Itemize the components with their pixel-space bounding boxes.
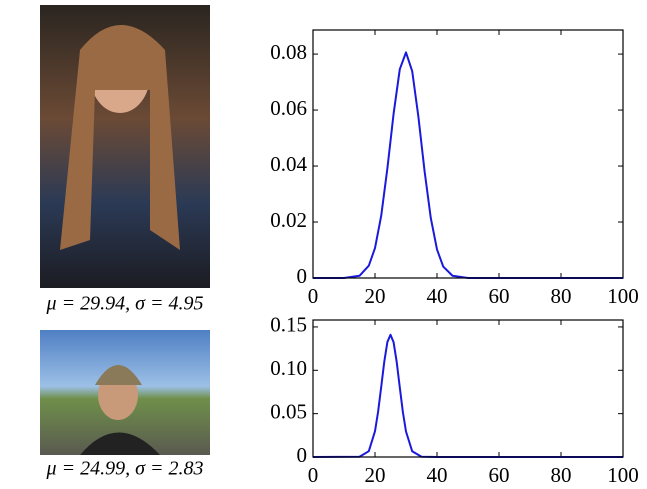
y-tick-label: 0.06 (270, 96, 307, 120)
plot-frame (312, 29, 624, 279)
x-tick-label: 40 (427, 284, 448, 308)
photo-2 (40, 330, 210, 455)
x-tick-label: 100 (607, 284, 639, 308)
density-line (313, 51, 623, 279)
caption: μ = 24.99, σ = 2.83 (46, 458, 204, 480)
x-tick-label: 0 (308, 463, 319, 487)
x-tick-label: 20 (365, 284, 386, 308)
photo-1 (40, 5, 210, 288)
x-tick-label: 60 (489, 284, 510, 308)
x-tick-label: 80 (551, 284, 572, 308)
caption: μ = 29.94, σ = 4.95 (46, 293, 204, 315)
y-tick-label: 0.02 (270, 208, 307, 232)
plot-frame (312, 319, 624, 458)
photo-hair (60, 25, 180, 250)
x-tick-label: 100 (607, 463, 639, 487)
y-tick-label: 0 (297, 264, 308, 288)
y-tick-label: 0.04 (270, 152, 307, 176)
density-line (312, 333, 623, 458)
y-tick-label: 0.08 (270, 40, 307, 64)
x-tick-label: 20 (365, 463, 386, 487)
y-tick-label: 0 (297, 443, 308, 467)
y-tick-label: 0.15 (270, 313, 307, 337)
x-tick-label: 80 (551, 463, 572, 487)
x-tick-label: 40 (427, 463, 448, 487)
y-tick-label: 0.10 (270, 356, 307, 380)
x-tick-label: 0 (308, 284, 319, 308)
x-tick-label: 60 (489, 463, 510, 487)
photo-hat (95, 365, 142, 385)
photo-body (80, 432, 160, 455)
y-tick-label: 0.05 (270, 399, 307, 423)
